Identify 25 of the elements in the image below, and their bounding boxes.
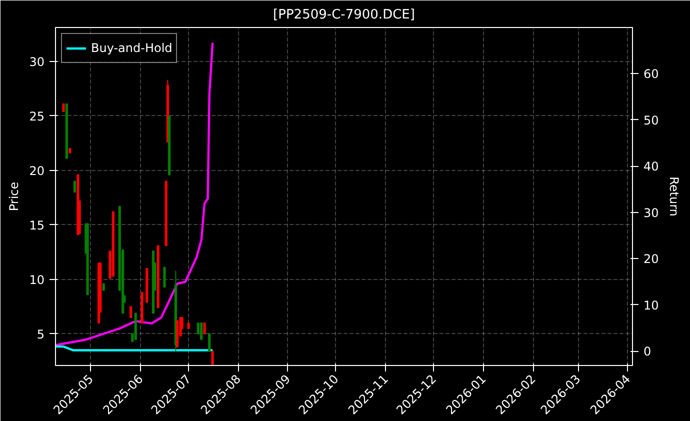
y-tick-label: 20: [29, 164, 45, 178]
y-tick-label: 10: [29, 272, 45, 287]
legend-label: Buy-and-Hold: [91, 41, 172, 55]
y2-tick-label: 30: [644, 206, 659, 220]
y-tick-label: 25: [29, 109, 45, 124]
y2-tick-label: 50: [644, 113, 659, 128]
chart-title: [PP2509-C-7900.DCE]: [273, 8, 415, 22]
y2-tick-label: 10: [644, 298, 659, 312]
candlestick: [200, 322, 203, 340]
y2-tick-label: 0: [644, 344, 652, 359]
candlestick: [163, 266, 166, 288]
y-tick-label: 15: [29, 218, 45, 232]
y2-tick-label: 40: [644, 160, 659, 174]
y2-tick-label: 20: [644, 252, 659, 266]
y-axis-title: Price: [7, 182, 22, 212]
y2-axis-title: Return: [666, 176, 681, 216]
y-tick-label: 5: [36, 327, 45, 342]
candlestick: [208, 333, 211, 352]
candlestick: [203, 322, 206, 334]
candlestick: [211, 350, 214, 365]
y-tick-label: 30: [29, 54, 45, 69]
line-series: [56, 42, 214, 346]
candlestick: [130, 306, 132, 318]
candlestick: [73, 180, 76, 193]
y2-tick-label: 60: [644, 67, 659, 82]
